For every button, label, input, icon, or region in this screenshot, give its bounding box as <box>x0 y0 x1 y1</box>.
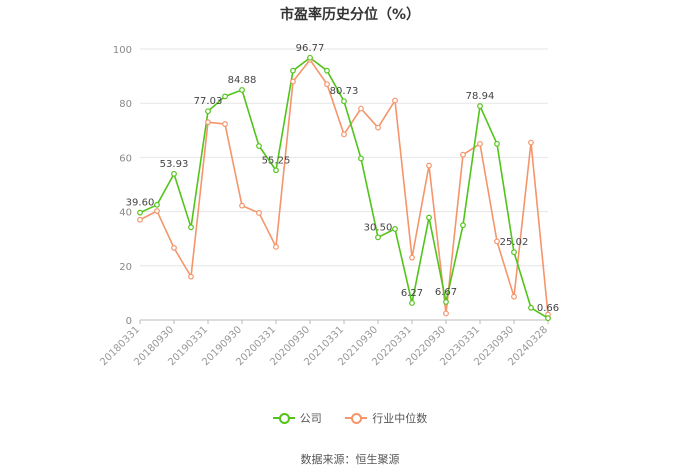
legend-label-industry-median: 行业中位数 <box>372 412 428 425</box>
data-point-industry-median <box>477 140 483 147</box>
data-point-company <box>256 143 262 149</box>
data-label: 96.77 <box>296 43 325 54</box>
data-label: 78.94 <box>466 91 495 102</box>
data-point-company <box>222 93 228 100</box>
y-tick-label: 80 <box>119 99 132 110</box>
data-point-industry-median <box>239 202 245 209</box>
data-point-industry-median <box>528 139 534 146</box>
data-label: 25.02 <box>500 237 529 248</box>
data-label: 77.03 <box>194 96 223 107</box>
data-point-company <box>409 300 415 306</box>
data-labels: 39.60 53.93 77.03 84.88 55.25 96.77 80.73 30.50… <box>126 43 559 314</box>
data-label: 55.25 <box>262 155 291 166</box>
data-label: 80.73 <box>330 86 359 97</box>
data-point-company <box>273 167 279 174</box>
data-point-company <box>443 299 449 305</box>
data-point-industry-median <box>358 105 364 112</box>
legend-item-industry-median[interactable]: 行业中位数 <box>345 410 427 426</box>
data-point-industry-median <box>290 78 296 85</box>
data-point-company <box>460 222 466 229</box>
legend: 公司 行业中位数 <box>0 410 700 426</box>
data-point-company <box>324 67 330 74</box>
line-chart: 0 20 40 60 80 100 201803312018093020190331201… <box>98 43 559 368</box>
data-point-industry-median <box>273 243 279 250</box>
data-point-industry-median <box>171 245 177 251</box>
chart-title: 市盈率历史分位（%） <box>279 7 421 23</box>
data-point-industry-median <box>256 210 262 216</box>
data-point-industry-median <box>426 162 432 169</box>
y-tick-label: 60 <box>119 153 132 164</box>
y-axis: 0 20 40 60 80 100 <box>113 45 132 327</box>
data-point-company <box>171 170 177 177</box>
data-point-industry-median <box>460 151 466 158</box>
data-label: 30.50 <box>364 222 393 233</box>
y-tick-label: 20 <box>119 262 132 273</box>
data-point-industry-median <box>392 97 398 104</box>
data-label: 6.67 <box>435 287 457 298</box>
data-point-industry-median <box>341 131 347 138</box>
data-point-industry-median <box>137 216 143 223</box>
data-point-industry-median <box>375 124 381 131</box>
data-point-industry-median <box>222 121 228 127</box>
data-label: 84.88 <box>228 75 257 86</box>
data-point-company <box>545 315 551 322</box>
data-point-company <box>188 224 194 231</box>
data-point-company <box>154 201 160 208</box>
y-tick-label: 100 <box>113 45 132 56</box>
data-point-industry-median <box>154 208 160 214</box>
data-point-company <box>375 234 381 241</box>
legend-swatch-company <box>272 413 295 424</box>
data-point-company <box>290 67 296 74</box>
data-point-company <box>511 249 517 256</box>
series-points <box>137 54 551 322</box>
data-point-industry-median <box>494 238 500 245</box>
y-tick-label: 0 <box>126 316 132 327</box>
data-point-industry-median <box>205 119 211 126</box>
legend-item-company[interactable]: 公司 <box>272 410 322 426</box>
data-point-company <box>239 87 245 93</box>
data-point-industry-median <box>511 293 517 300</box>
data-point-industry-median <box>409 254 415 261</box>
data-label: 39.60 <box>126 198 155 209</box>
data-point-industry-median <box>188 273 194 280</box>
data-point-industry-median <box>324 81 330 88</box>
legend-swatch-industry-median <box>345 413 368 424</box>
data-point-company <box>392 226 398 232</box>
data-point-company <box>528 304 534 311</box>
data-point-company <box>137 209 143 216</box>
data-point-company <box>477 103 483 109</box>
data-source: 数据来源：恒生聚源 <box>300 453 400 466</box>
data-point-company <box>426 214 432 221</box>
data-label: 53.93 <box>160 159 189 170</box>
legend-label-company: 公司 <box>299 412 322 425</box>
data-point-company <box>307 54 313 61</box>
data-point-company <box>205 108 211 115</box>
data-point-company <box>341 98 347 105</box>
data-point-company <box>358 155 364 162</box>
data-label: 6.27 <box>401 288 423 299</box>
data-point-company <box>494 140 500 147</box>
data-label: 0.66 <box>537 303 559 314</box>
y-tick-label: 40 <box>119 208 132 219</box>
data-point-industry-median <box>443 310 449 317</box>
x-axis: 2018033120180930201903312019093020200331… <box>98 320 550 368</box>
